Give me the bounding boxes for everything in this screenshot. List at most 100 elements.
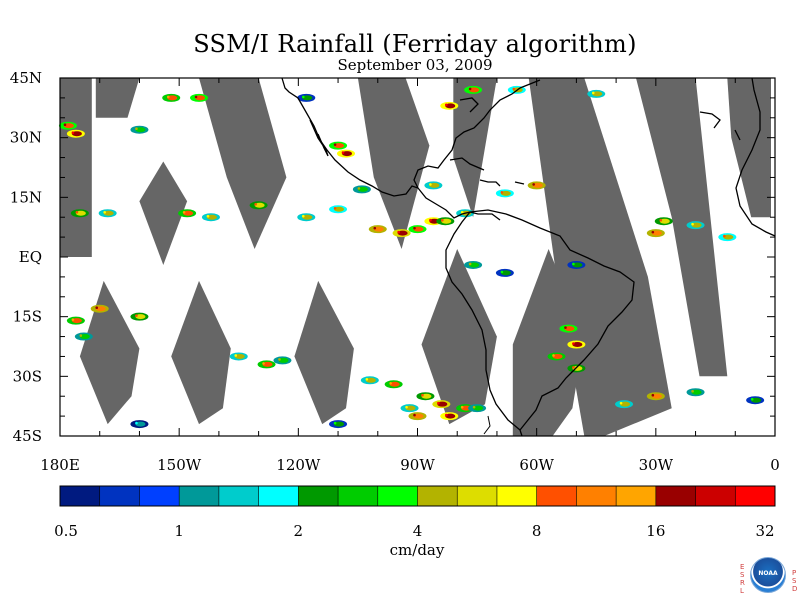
colorbar-swatch	[258, 486, 299, 506]
rain-cell	[615, 400, 634, 409]
colorbar-swatch	[139, 486, 180, 506]
rain-cell	[718, 233, 737, 242]
x-tick-label: 120W	[276, 456, 321, 474]
y-tick-label: EQ	[19, 248, 42, 266]
rain-cell	[273, 356, 292, 365]
missing-swath	[357, 78, 430, 249]
rain-cell	[90, 304, 109, 313]
colorbar-swatch	[99, 486, 140, 506]
rain-cell	[297, 93, 316, 102]
colorbar-swatch	[536, 486, 577, 506]
missing-data-swaths	[60, 78, 771, 436]
x-tick-label: 60W	[519, 456, 554, 474]
colorbar-swatch	[457, 486, 498, 506]
rain-cell	[654, 217, 673, 226]
colorbar-swatch	[695, 486, 736, 506]
rain-cell	[130, 125, 149, 134]
rain-cell	[408, 412, 427, 421]
rain-cell	[436, 217, 455, 226]
coastlines	[281, 77, 776, 437]
rain-cell	[201, 213, 220, 222]
rain-cell	[352, 185, 371, 194]
rain-cell	[368, 225, 387, 234]
rain-cell	[66, 129, 85, 138]
rain-cell	[98, 209, 117, 218]
rain-cell	[424, 181, 443, 190]
colorbar-swatch	[60, 486, 101, 506]
colorbar-unit: cm/day	[389, 541, 445, 559]
rain-cell	[686, 221, 705, 230]
rain-cell	[416, 392, 435, 401]
colorbar-tick-label: 1	[174, 522, 184, 540]
colorbar-swatch	[377, 486, 418, 506]
y-axis: 45N 30N 15N EQ 15S 30S 45S	[10, 69, 775, 445]
rain-cell	[432, 400, 451, 409]
rain-cell	[559, 324, 578, 333]
rain-cell	[130, 312, 149, 321]
x-tick-label: 30W	[639, 456, 674, 474]
colorbar-tick-label: 2	[293, 522, 304, 540]
rain-cell	[70, 209, 89, 218]
y-tick-label: 45S	[13, 427, 42, 445]
y-tick-label: 30S	[13, 367, 42, 385]
rain-cell	[360, 376, 379, 385]
missing-swath	[512, 249, 585, 436]
rain-cell	[464, 260, 483, 269]
missing-swath	[95, 78, 140, 118]
rain-cell	[408, 225, 427, 234]
rain-cell	[400, 404, 419, 413]
rain-cell	[646, 392, 665, 401]
missing-swath	[636, 78, 728, 377]
colorbar-swatch	[417, 486, 458, 506]
rain-cell	[297, 213, 316, 222]
colorbar-tick-label: 32	[755, 522, 775, 540]
x-tick-label: 150W	[157, 456, 202, 474]
rain-cell	[58, 121, 77, 130]
colorbar-swatch	[655, 486, 697, 506]
y-tick-label: 15N	[10, 188, 42, 206]
y-tick-label: 30N	[10, 129, 42, 147]
colorbar-tick-label: 8	[531, 522, 542, 540]
chart-subtitle: September 03, 2009	[337, 56, 493, 74]
rain-cell	[329, 420, 348, 429]
colorbar-swatch	[298, 486, 339, 506]
rain-cell	[249, 201, 268, 210]
rain-cell	[190, 93, 209, 102]
colorbar-tick-label: 4	[412, 522, 423, 540]
noaa-emblem-icon: NOAA	[750, 557, 786, 593]
rain-cell	[495, 189, 514, 198]
colorbar-swatch	[218, 486, 260, 506]
rain-cell	[162, 93, 181, 102]
colorbar-swatch	[179, 486, 220, 506]
rain-cell	[384, 380, 403, 389]
x-tick-label: 180E	[40, 456, 80, 474]
missing-swath	[421, 249, 497, 425]
rain-cell	[392, 229, 411, 238]
rain-cell	[178, 209, 197, 218]
rain-cell	[229, 352, 248, 361]
colorbar-swatch	[338, 486, 379, 506]
rain-cell	[464, 85, 483, 94]
missing-swath	[453, 78, 497, 218]
missing-swath	[139, 161, 188, 265]
rain-cell	[567, 340, 586, 349]
y-tick-label: 15S	[13, 308, 42, 326]
colorbar-swatch	[616, 486, 657, 506]
colorbar-swatch	[735, 486, 776, 506]
rain-cell	[74, 332, 93, 341]
rain-cell	[468, 404, 487, 413]
rain-cell	[257, 360, 276, 369]
missing-swath	[60, 78, 92, 257]
chart-title: SSM/I Rainfall (Ferriday algorithm)	[193, 30, 637, 58]
x-axis: 180E 150W 120W 90W 60W 30W 0	[40, 78, 780, 474]
colorbar-swatch	[496, 486, 538, 506]
rain-cell	[547, 352, 566, 361]
rain-cell	[329, 205, 348, 214]
rain-cell	[495, 268, 514, 277]
x-tick-label: 90W	[400, 456, 435, 474]
missing-swath	[528, 78, 672, 436]
rain-cell	[646, 229, 665, 238]
missing-swath	[294, 280, 354, 425]
